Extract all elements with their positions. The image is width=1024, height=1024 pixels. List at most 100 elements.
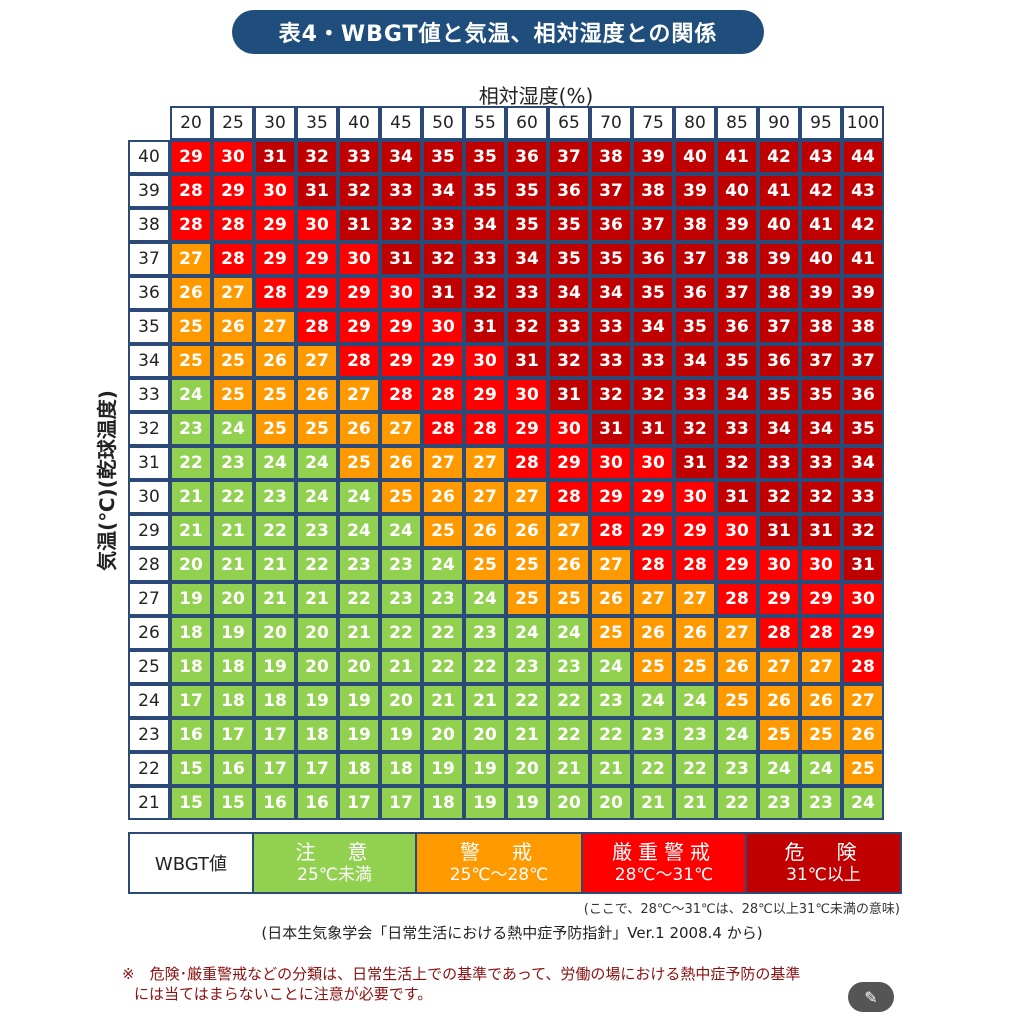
wbgt-cell: 23: [170, 412, 212, 446]
wbgt-cell: 19: [296, 684, 338, 718]
humidity-header-45: 45: [380, 106, 422, 140]
temperature-header-26: 26: [128, 616, 170, 650]
wbgt-cell: 27: [338, 378, 380, 412]
wbgt-cell: 33: [506, 276, 548, 310]
wbgt-cell: 34: [590, 276, 632, 310]
wbgt-cell: 22: [170, 446, 212, 480]
wbgt-cell: 29: [380, 310, 422, 344]
wbgt-cell: 27: [464, 480, 506, 514]
wbgt-cell: 30: [548, 412, 590, 446]
legend-header-label: WBGT値: [154, 854, 228, 875]
wbgt-cell: 32: [674, 412, 716, 446]
wbgt-cell: 33: [842, 480, 884, 514]
wbgt-cell: 39: [800, 276, 842, 310]
wbgt-cell: 32: [380, 208, 422, 242]
wbgt-cell: 42: [758, 140, 800, 174]
wbgt-cell: 30: [758, 548, 800, 582]
wbgt-cell: 36: [758, 344, 800, 378]
wbgt-cell: 21: [170, 480, 212, 514]
wbgt-cell: 25: [506, 548, 548, 582]
wbgt-cell: 21: [380, 650, 422, 684]
wbgt-cell: 30: [422, 310, 464, 344]
wbgt-cell: 23: [548, 650, 590, 684]
wbgt-cell: 20: [506, 752, 548, 786]
wbgt-cell: 22: [548, 718, 590, 752]
wbgt-cell: 36: [632, 242, 674, 276]
wbgt-cell: 24: [170, 378, 212, 412]
wbgt-cell: 29: [170, 140, 212, 174]
wbgt-cell: 25: [296, 412, 338, 446]
wbgt-cell: 29: [632, 480, 674, 514]
wbgt-cell: 16: [212, 752, 254, 786]
wbgt-cell: 31: [422, 276, 464, 310]
wbgt-cell: 31: [590, 412, 632, 446]
wbgt-cell: 37: [590, 174, 632, 208]
wbgt-cell: 27: [170, 242, 212, 276]
wbgt-cell: 43: [800, 140, 842, 174]
magic-wand-button[interactable]: ✎: [848, 982, 894, 1012]
wbgt-cell: 25: [170, 310, 212, 344]
wbgt-cell: 28: [338, 344, 380, 378]
wbgt-cell: 35: [632, 276, 674, 310]
wbgt-cell: 24: [632, 684, 674, 718]
wbgt-cell: 21: [506, 718, 548, 752]
wbgt-cell: 19: [422, 752, 464, 786]
wbgt-cell: 25: [380, 480, 422, 514]
legend-item-warning: 警 戒 25℃～28℃: [417, 834, 583, 892]
wbgt-cell: 32: [506, 310, 548, 344]
wbgt-cell: 26: [296, 378, 338, 412]
wbgt-cell: 22: [632, 752, 674, 786]
legend-label: 注 意: [295, 840, 374, 864]
humidity-header-row: 20 25 30 35 40 45 50 55 60 65 70 75 80 85 90 95 100: [128, 106, 884, 140]
usage-warning: ※ 危険･厳重警戒などの分類は、日常生活上での基準であって、労働の場における熱中…: [122, 964, 800, 1004]
wbgt-cell: 35: [464, 174, 506, 208]
wbgt-cell: 33: [422, 208, 464, 242]
wbgt-cell: 35: [506, 208, 548, 242]
legend-label: 厳重警戒: [612, 840, 716, 864]
table-row: 40 29 30 31 32 33 34 35 35 36 37 38 39 40 41 42 43 44: [128, 140, 884, 174]
wbgt-cell: 29: [296, 242, 338, 276]
wbgt-cell: 39: [716, 208, 758, 242]
wbgt-cell: 22: [338, 582, 380, 616]
wbgt-cell: 25: [422, 514, 464, 548]
temperature-header-22: 22: [128, 752, 170, 786]
wbgt-cell: 19: [254, 650, 296, 684]
table-row: 27 19 20 21 21 22 23 23 24 25 25 26 27 27 28 29 29 30: [128, 582, 884, 616]
wbgt-cell: 20: [296, 650, 338, 684]
wbgt-cell: 42: [842, 208, 884, 242]
legend-item-danger: 危 険 31℃以上: [747, 834, 900, 892]
wbgt-cell: 37: [548, 140, 590, 174]
temperature-header-21: 21: [128, 786, 170, 820]
table-row: 25 18 18 19 20 20 21 22 22 23 23 24 25 25 26 27 27 28: [128, 650, 884, 684]
wbgt-cell: 25: [170, 344, 212, 378]
wbgt-cell: 30: [842, 582, 884, 616]
usage-warning-line-1: ※ 危険･厳重警戒などの分類は、日常生活上での基準であって、労働の場における熱中…: [122, 965, 801, 983]
temperature-header-29: 29: [128, 514, 170, 548]
wbgt-cell: 19: [338, 684, 380, 718]
wbgt-cell: 22: [548, 684, 590, 718]
wbgt-cell: 44: [842, 140, 884, 174]
wbgt-cell: 22: [296, 548, 338, 582]
wbgt-cell: 28: [842, 650, 884, 684]
wbgt-cell: 35: [758, 378, 800, 412]
wbgt-cell: 27: [758, 650, 800, 684]
wbgt-cell: 38: [800, 310, 842, 344]
wbgt-cell: 27: [842, 684, 884, 718]
table-row: 33 24 25 25 26 27 28 28 29 30 31 32 32 33 34 35 35 36: [128, 378, 884, 412]
wbgt-cell: 26: [758, 684, 800, 718]
wbgt-cell: 32: [716, 446, 758, 480]
wbgt-cell: 33: [590, 310, 632, 344]
humidity-header-60: 60: [506, 106, 548, 140]
wbgt-cell: 36: [842, 378, 884, 412]
wbgt-cell: 34: [422, 174, 464, 208]
humidity-header-50: 50: [422, 106, 464, 140]
wbgt-cell: 17: [170, 684, 212, 718]
wbgt-cell: 24: [380, 514, 422, 548]
wbgt-cell: 27: [380, 412, 422, 446]
humidity-header-40: 40: [338, 106, 380, 140]
wbgt-cell: 29: [380, 344, 422, 378]
temperature-header-27: 27: [128, 582, 170, 616]
wbgt-cell: 23: [464, 616, 506, 650]
wbgt-cell: 24: [296, 480, 338, 514]
table-row: 23 16 17 17 18 19 19 20 20 21 22 22 23 23 24 25 25 26: [128, 718, 884, 752]
